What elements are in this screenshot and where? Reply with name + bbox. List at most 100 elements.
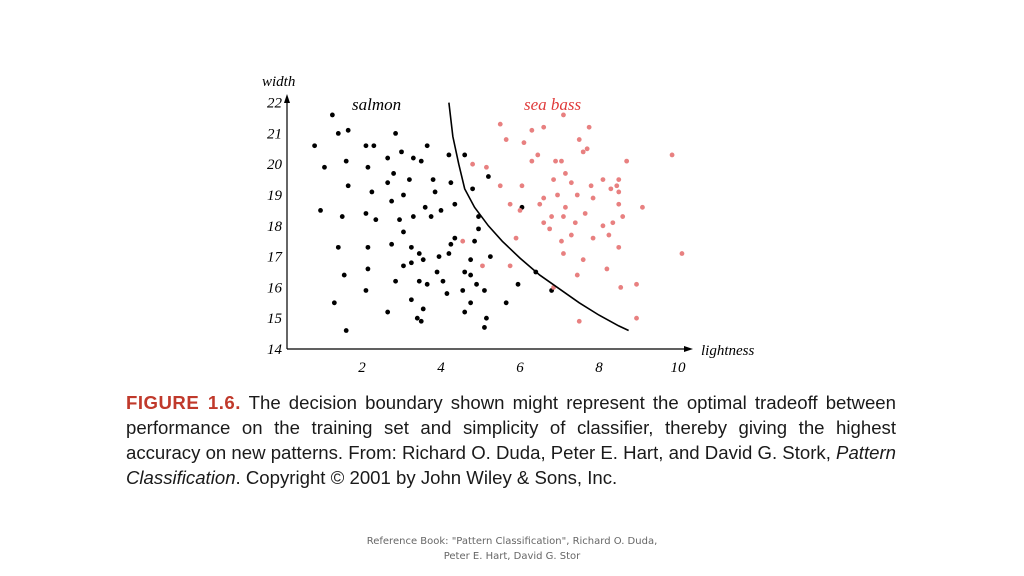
salmon-point [343, 158, 349, 164]
salmon-point [373, 217, 379, 223]
salmon-point [401, 263, 406, 269]
sea-bass-point [470, 161, 475, 167]
salmon-point [331, 300, 337, 306]
salmon-point [515, 281, 521, 287]
salmon-point [322, 164, 327, 170]
class-label-sea-bass: sea bass [524, 95, 582, 114]
sea-bass-point [576, 137, 582, 142]
salmon-point [448, 241, 454, 247]
y-tick-label: 14 [267, 342, 283, 358]
salmon-point [436, 254, 442, 259]
salmon-point [363, 288, 369, 293]
caption-book-title: Pattern Classification [126, 442, 896, 488]
sea-bass-point [590, 235, 596, 241]
sea-bass-point [669, 152, 675, 158]
footer-line-2: Peter E. Hart, David G. Stor [443, 551, 581, 562]
sea-bass-point [503, 137, 509, 142]
salmon-point [385, 180, 391, 186]
salmon-point [470, 186, 475, 192]
salmon-point [343, 328, 349, 333]
sea-bass-point [555, 192, 560, 198]
y-axis-arrow-icon [284, 94, 290, 103]
salmon-point [432, 189, 438, 195]
salmon-point [410, 155, 416, 161]
salmon-point [462, 152, 468, 158]
sea-bass-point [679, 251, 685, 256]
salmon-point [424, 281, 430, 287]
sea-bass-point [588, 183, 594, 189]
footer-line-1: Reference Book: "Pattern Classification"… [366, 536, 658, 547]
class-label-salmon: salmon [352, 95, 401, 114]
caption-text: The decision boundary shown might repres… [126, 392, 896, 463]
sea-bass-point [576, 318, 582, 324]
sea-bass-point [580, 149, 586, 155]
sea-bass-point [616, 244, 622, 250]
scatter-plot: width lightness salmon sea bass 2 4 6 8 10 1… [262, 74, 754, 376]
salmon-point [472, 238, 477, 244]
sea-bass-point [460, 238, 466, 244]
y-tick-label: 17 [267, 250, 284, 266]
salmon-point [462, 269, 468, 275]
sea-bass-point [480, 263, 485, 269]
salmon-point [401, 192, 406, 198]
salmon-point [440, 278, 446, 284]
sea-bass-point [535, 152, 541, 158]
salmon-point [345, 127, 351, 133]
sea-bass-point [561, 214, 566, 219]
salmon-point [385, 155, 391, 161]
salmon-point [345, 183, 351, 189]
salmon-point [391, 171, 396, 176]
salmon-point [482, 288, 487, 293]
y-tick-label: 15 [267, 311, 283, 327]
salmon-point [408, 244, 414, 250]
salmon-point [401, 229, 406, 235]
salmon-point [339, 214, 345, 219]
salmon-point [393, 278, 398, 284]
salmon-point [462, 309, 468, 315]
sea-bass-point [568, 180, 574, 186]
sea-bass-point [513, 235, 519, 241]
salmon-point [422, 204, 428, 210]
salmon-point [335, 244, 341, 250]
sea-bass-point [547, 226, 553, 232]
salmon-point [318, 208, 323, 213]
salmon-point [363, 143, 369, 149]
salmon-point [335, 131, 341, 136]
salmon-point [476, 226, 481, 232]
sea-bass-point [563, 204, 568, 210]
sea-bass-point [620, 214, 626, 219]
salmon-point [408, 260, 414, 266]
salmon-point [468, 257, 474, 263]
salmon-point [371, 143, 377, 149]
sea-bass-point [634, 315, 639, 321]
y-tick-label: 18 [267, 219, 283, 235]
salmon-point [503, 300, 509, 306]
sea-bass-point [580, 257, 586, 263]
salmon-point [365, 164, 371, 170]
salmon-point [385, 309, 391, 315]
salmon-point [408, 297, 414, 303]
caption-copyright: . Copyright © 2001 by John Wiley & Sons,… [235, 467, 618, 488]
salmon-point [420, 306, 426, 312]
salmon-point [416, 278, 422, 284]
sea-bass-point [529, 158, 535, 164]
sea-bass-point [586, 124, 592, 130]
sea-bass-point [529, 127, 535, 133]
sea-bass-point [497, 121, 503, 127]
salmon-point [487, 254, 493, 259]
sea-bass-point [600, 223, 606, 229]
salmon-point [389, 198, 395, 204]
salmon-point [428, 214, 434, 219]
sea-bass-point [559, 158, 564, 164]
x-axis-title: lightness [701, 343, 754, 359]
salmon-point [452, 201, 458, 207]
sea-bass-point [590, 195, 596, 201]
sea-bass-point [521, 140, 527, 146]
sea-bass-point [568, 232, 574, 238]
y-tick-label: 20 [267, 157, 283, 173]
sea-bass-point [616, 177, 622, 183]
y-tick-label: 22 [267, 96, 283, 112]
salmon-point [446, 251, 452, 256]
salmon-point [418, 318, 424, 324]
salmon-point [444, 291, 450, 296]
